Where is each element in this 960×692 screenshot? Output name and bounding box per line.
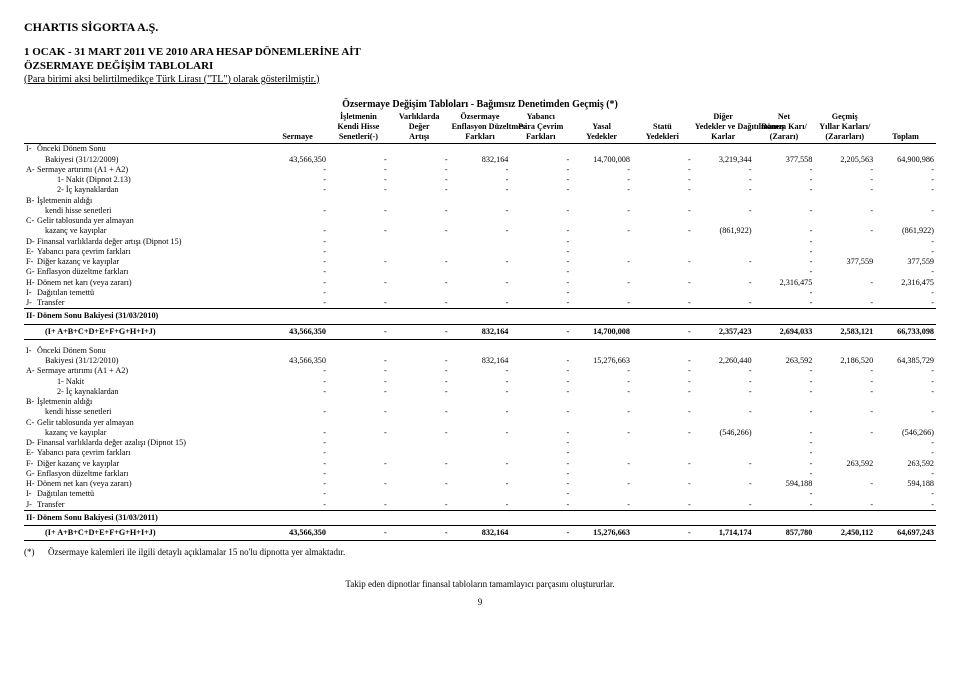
table-row: F-Diğer kazanç ve kayıplar---------263,5… — [24, 459, 936, 469]
equity-table: İşletmeninVarlıklarda ÖzsermayeYabancı D… — [24, 112, 936, 542]
table-row: I-Önceki Dönem Sonu — [24, 346, 936, 356]
header-row-3: SermayeSenetleri(-)Artışı FarklarıFarkla… — [24, 132, 936, 144]
table-row: I-Dağıtılan temettü---- — [24, 489, 936, 499]
table-row: A-Sermaye artırımı (A1 + A2)----------- — [24, 366, 936, 376]
table-row: 1- Nakit (Dipnot 2.13)----------- — [24, 175, 936, 185]
table-row: H-Dönem net karı (veya zararı)--------2,… — [24, 278, 936, 288]
company-title: CHARTIS SİGORTA A.Ş. — [24, 20, 936, 35]
table-row: F-Diğer kazanç ve kayıplar---------377,5… — [24, 257, 936, 267]
table-row: E-Yabancı para çevrim farkları---- — [24, 448, 936, 458]
footer-note: Takip eden dipnotlar finansal tabloların… — [24, 579, 936, 589]
footnote: (*) Özsermaye kalemleri ile ilgili detay… — [24, 547, 936, 557]
table-row: II-Dönem Sonu Bakiyesi (31/03/2010) — [24, 309, 936, 324]
table-row: 1- Nakit----------- — [24, 377, 936, 387]
table-row: II-Dönem Sonu Bakiyesi (31/03/2011) — [24, 510, 936, 525]
table-row: C-Gelir tablosunda yer almayan — [24, 216, 936, 226]
table-row: kazanç ve kayıplar-------(546,266)--(546… — [24, 428, 936, 438]
table-row: D-Finansal varlıklarda değer azalışı (Di… — [24, 438, 936, 448]
table-row: 2- İç kaynaklardan----------- — [24, 387, 936, 397]
unit-note: (Para birimi aksi belirtilmedikçe Türk L… — [24, 74, 936, 85]
table-row: G-Enflasyon düzeltme farkları---- — [24, 267, 936, 277]
report-title-1: 1 OCAK - 31 MART 2011 VE 2010 ARA HESAP … — [24, 45, 936, 59]
table-row: I-Dağıtılan temettü---- — [24, 288, 936, 298]
table-row: H-Dönem net karı (veya zararı)--------59… — [24, 479, 936, 489]
page-number: 9 — [24, 597, 936, 607]
table-row: B-İşletmenin aldığı — [24, 196, 936, 206]
table-row: C-Gelir tablosunda yer almayan — [24, 418, 936, 428]
header-row-2: Kendi HisseDeğer Enflasyon DüzeltmesiPar… — [24, 122, 936, 132]
table-row: (I+ A+B+C+D+E+F+G+H+I+J)43,566,350--832,… — [24, 324, 936, 339]
table-row: Bakiyesi (31/12/2009)43,566,350--832,164… — [24, 155, 936, 165]
table-row: B-İşletmenin aldığı — [24, 397, 936, 407]
table-row: (I+ A+B+C+D+E+F+G+H+I+J)43,566,350--832,… — [24, 526, 936, 541]
header-row-1: İşletmeninVarlıklarda ÖzsermayeYabancı D… — [24, 112, 936, 122]
table-row: D-Finansal varlıklarda değer artışı (Dip… — [24, 237, 936, 247]
table-caption: Özsermaye Değişim Tabloları - Bağımsız D… — [24, 99, 936, 110]
table-row: I-Önceki Dönem Sonu — [24, 144, 936, 155]
table-row: G-Enflasyon düzeltme farkları---- — [24, 469, 936, 479]
table-row: J-Transfer----------- — [24, 298, 936, 309]
report-title-2: ÖZSERMAYE DEĞİŞİM TABLOLARI — [24, 59, 936, 73]
table-row: A-Sermaye artırımı (A1 + A2)----------- — [24, 165, 936, 175]
table-row: kazanç ve kayıplar-------(861,922)--(861… — [24, 226, 936, 236]
table-row: kendi hisse senetleri----------- — [24, 407, 936, 417]
table-row: J-Transfer----------- — [24, 500, 936, 511]
table-row: E-Yabancı para çevrim farkları---- — [24, 247, 936, 257]
table-row: 2- İç kaynaklardan----------- — [24, 185, 936, 195]
table-row: kendi hisse senetleri----------- — [24, 206, 936, 216]
table-row: Bakiyesi (31/12/2010)43,566,350--832,164… — [24, 356, 936, 366]
